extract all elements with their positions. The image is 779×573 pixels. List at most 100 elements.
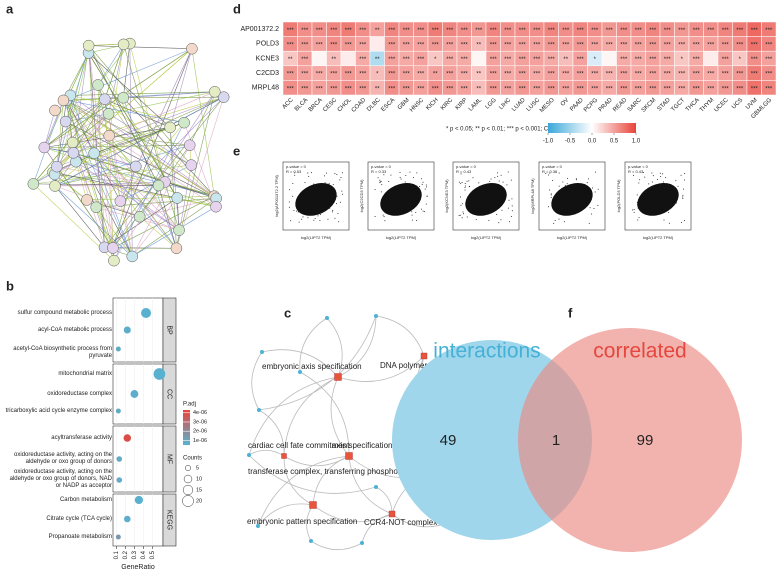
star-label: *** — [359, 28, 367, 34]
network-edge — [97, 43, 131, 86]
star-label: *** — [316, 72, 324, 78]
point — [558, 172, 560, 174]
point — [458, 214, 460, 216]
point — [463, 213, 465, 215]
term-label: embryonic pattern specification — [247, 517, 357, 526]
point — [489, 181, 491, 183]
star-label: *** — [446, 86, 454, 92]
star-label: *** — [287, 86, 295, 92]
network-edge — [177, 197, 217, 207]
point — [462, 203, 464, 205]
point — [659, 172, 661, 174]
star-label: *** — [664, 57, 672, 63]
network-edge — [113, 122, 185, 261]
point — [460, 204, 462, 206]
point — [334, 173, 336, 175]
point — [307, 217, 309, 219]
star-label: *** — [446, 57, 454, 63]
point — [597, 188, 599, 190]
point — [329, 207, 331, 209]
network-edge — [95, 166, 137, 208]
network-node — [51, 160, 63, 173]
point — [341, 172, 343, 174]
star-label: *** — [388, 57, 396, 63]
point — [415, 211, 417, 213]
point-cloud — [545, 171, 599, 224]
network-edge — [70, 95, 215, 197]
star-label: * — [681, 57, 684, 63]
network-edge — [88, 52, 171, 128]
network-edge — [112, 48, 193, 249]
point — [662, 181, 664, 183]
network-node — [164, 121, 176, 134]
star-label: *** — [577, 42, 585, 48]
star-label: *** — [417, 72, 425, 78]
network-edge — [88, 45, 192, 166]
point — [319, 220, 321, 222]
point — [399, 208, 401, 210]
point — [558, 218, 560, 220]
network-edge — [75, 161, 180, 231]
network-node — [209, 86, 221, 98]
gene-node — [374, 485, 378, 489]
star-label: *** — [577, 28, 585, 34]
point — [564, 198, 566, 200]
star-label: *** — [533, 72, 541, 78]
network-edge — [283, 376, 339, 457]
star-label: *** — [461, 28, 469, 34]
point — [508, 199, 510, 201]
point — [636, 204, 638, 206]
point — [472, 177, 474, 179]
dot — [123, 326, 131, 334]
dot — [116, 456, 123, 462]
star-label: *** — [562, 42, 570, 48]
network-node — [130, 160, 142, 173]
star-label: *** — [620, 42, 628, 48]
network-edge — [129, 43, 133, 257]
term-label: mitochondrial matrix — [58, 370, 112, 377]
star-label: *** — [301, 86, 309, 92]
network-edge — [108, 44, 124, 114]
network-node — [178, 116, 190, 129]
point — [409, 171, 411, 173]
point — [571, 185, 573, 187]
column-label: CESC — [322, 97, 339, 114]
star-label: *** — [330, 72, 338, 78]
point — [421, 178, 423, 180]
network-edge — [337, 355, 425, 382]
star-label: *** — [432, 28, 440, 34]
panel-label: d — [233, 1, 241, 16]
point — [654, 197, 656, 199]
point — [633, 211, 635, 213]
column-label: SKCM — [641, 97, 658, 114]
star-label: *** — [722, 42, 730, 48]
point — [583, 194, 585, 196]
point — [580, 197, 582, 199]
point — [381, 184, 383, 186]
point — [640, 203, 642, 205]
point — [399, 176, 401, 178]
network-edge — [65, 52, 89, 122]
star-label: ** — [331, 57, 336, 63]
point — [547, 206, 549, 208]
star-label: ** — [476, 86, 481, 92]
network-edge — [258, 315, 377, 411]
network-edge — [120, 48, 193, 202]
network-edge — [123, 96, 224, 99]
star-label: *** — [388, 42, 396, 48]
network-edge — [169, 48, 193, 128]
point — [590, 213, 592, 215]
point — [461, 181, 463, 183]
point — [300, 193, 302, 195]
network-edge — [248, 454, 377, 494]
network-edge — [72, 113, 109, 143]
point — [296, 201, 298, 203]
point — [567, 177, 569, 179]
point — [672, 187, 674, 189]
point-cloud-core — [295, 183, 337, 216]
star-label: *** — [664, 28, 672, 34]
network-edge — [257, 503, 314, 527]
point — [549, 172, 551, 174]
point — [416, 185, 418, 187]
row-label: C2CD3 — [256, 70, 279, 77]
